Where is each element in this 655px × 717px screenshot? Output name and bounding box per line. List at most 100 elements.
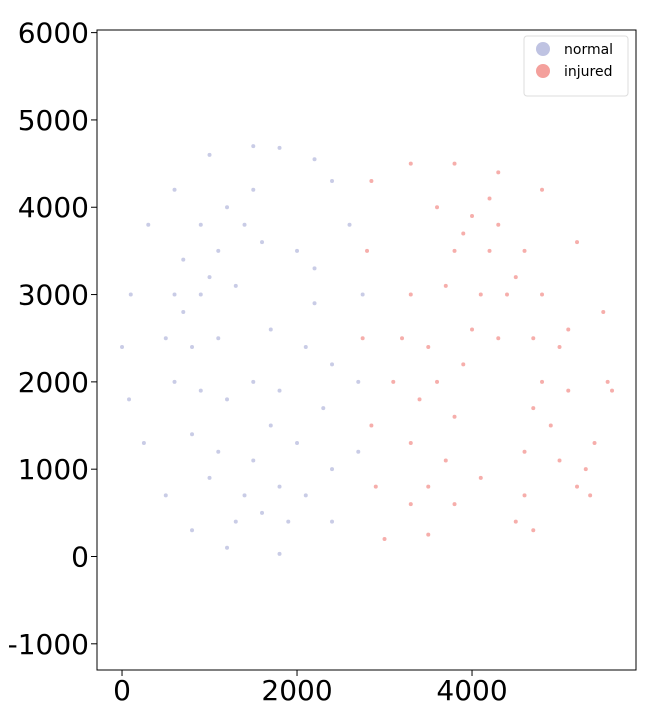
- point: [207, 275, 212, 280]
- point: [478, 475, 483, 480]
- point: [522, 493, 527, 498]
- point: [277, 484, 282, 489]
- point: [277, 551, 282, 556]
- point: [330, 467, 335, 472]
- point: [356, 449, 361, 454]
- point: [382, 537, 387, 542]
- point: [321, 406, 326, 411]
- point: [295, 440, 300, 445]
- point: [216, 336, 221, 341]
- point: [295, 248, 300, 253]
- point: [233, 283, 238, 288]
- point: [426, 484, 431, 489]
- point: [408, 292, 413, 297]
- point: [277, 388, 282, 393]
- point: [312, 157, 317, 162]
- point: [513, 519, 518, 524]
- point: [369, 423, 374, 428]
- point: [146, 222, 151, 227]
- point: [452, 161, 457, 166]
- x-tick-label: 2000: [261, 674, 332, 707]
- point: [575, 240, 580, 245]
- point: [496, 336, 501, 341]
- point: [408, 161, 413, 166]
- point: [330, 362, 335, 367]
- point: [461, 362, 466, 367]
- point: [470, 213, 475, 218]
- point: [198, 222, 203, 227]
- point: [588, 493, 593, 498]
- point: [435, 379, 440, 384]
- y-tick-label: 1000: [18, 453, 89, 486]
- point: [592, 440, 597, 445]
- point: [557, 458, 562, 463]
- point: [373, 484, 378, 489]
- legend-label: injured: [564, 64, 612, 80]
- legend-label: normal: [564, 42, 613, 58]
- x-tick-label: 0: [113, 674, 131, 707]
- point: [233, 519, 238, 524]
- point: [470, 327, 475, 332]
- point: [365, 248, 370, 253]
- point: [605, 379, 610, 384]
- point: [356, 379, 361, 384]
- point: [251, 379, 256, 384]
- point: [522, 449, 527, 454]
- point: [198, 388, 203, 393]
- point: [181, 257, 186, 262]
- point: [522, 248, 527, 253]
- point: [251, 458, 256, 463]
- point: [172, 292, 177, 297]
- point: [540, 292, 545, 297]
- point: [452, 502, 457, 507]
- point: [443, 283, 448, 288]
- point: [360, 336, 365, 341]
- point: [330, 179, 335, 184]
- point: [268, 423, 273, 428]
- point: [408, 440, 413, 445]
- point: [207, 152, 212, 157]
- point: [141, 440, 146, 445]
- y-tick-label: 6000: [18, 17, 89, 50]
- x-tick-label: 4000: [436, 674, 507, 707]
- point: [513, 275, 518, 280]
- point: [496, 222, 501, 227]
- point: [330, 519, 335, 524]
- legend-marker: [536, 64, 550, 78]
- point: [408, 502, 413, 507]
- point: [461, 231, 466, 236]
- point: [251, 187, 256, 192]
- point: [531, 406, 536, 411]
- y-tick-label: 4000: [18, 191, 89, 224]
- point: [312, 266, 317, 271]
- y-tick-label: -1000: [8, 628, 89, 661]
- point: [127, 397, 132, 402]
- point: [478, 292, 483, 297]
- point: [400, 336, 405, 341]
- plot-frame: [96, 29, 637, 671]
- point: [277, 145, 282, 150]
- point: [268, 327, 273, 332]
- point: [242, 493, 247, 498]
- point: [487, 196, 492, 201]
- point: [303, 493, 308, 498]
- legend-marker: [536, 42, 550, 56]
- point: [242, 222, 247, 227]
- point: [163, 493, 168, 498]
- point: [251, 144, 256, 149]
- point: [540, 379, 545, 384]
- point: [566, 388, 571, 393]
- point: [531, 336, 536, 341]
- point: [286, 519, 291, 524]
- point: [260, 510, 265, 515]
- point: [347, 222, 352, 227]
- point: [369, 179, 374, 184]
- point: [531, 528, 536, 533]
- point: [303, 344, 308, 349]
- point: [260, 240, 265, 245]
- point: [181, 310, 186, 315]
- point: [225, 205, 230, 210]
- y-tick-label: 0: [71, 540, 89, 573]
- point: [426, 344, 431, 349]
- point: [583, 467, 588, 472]
